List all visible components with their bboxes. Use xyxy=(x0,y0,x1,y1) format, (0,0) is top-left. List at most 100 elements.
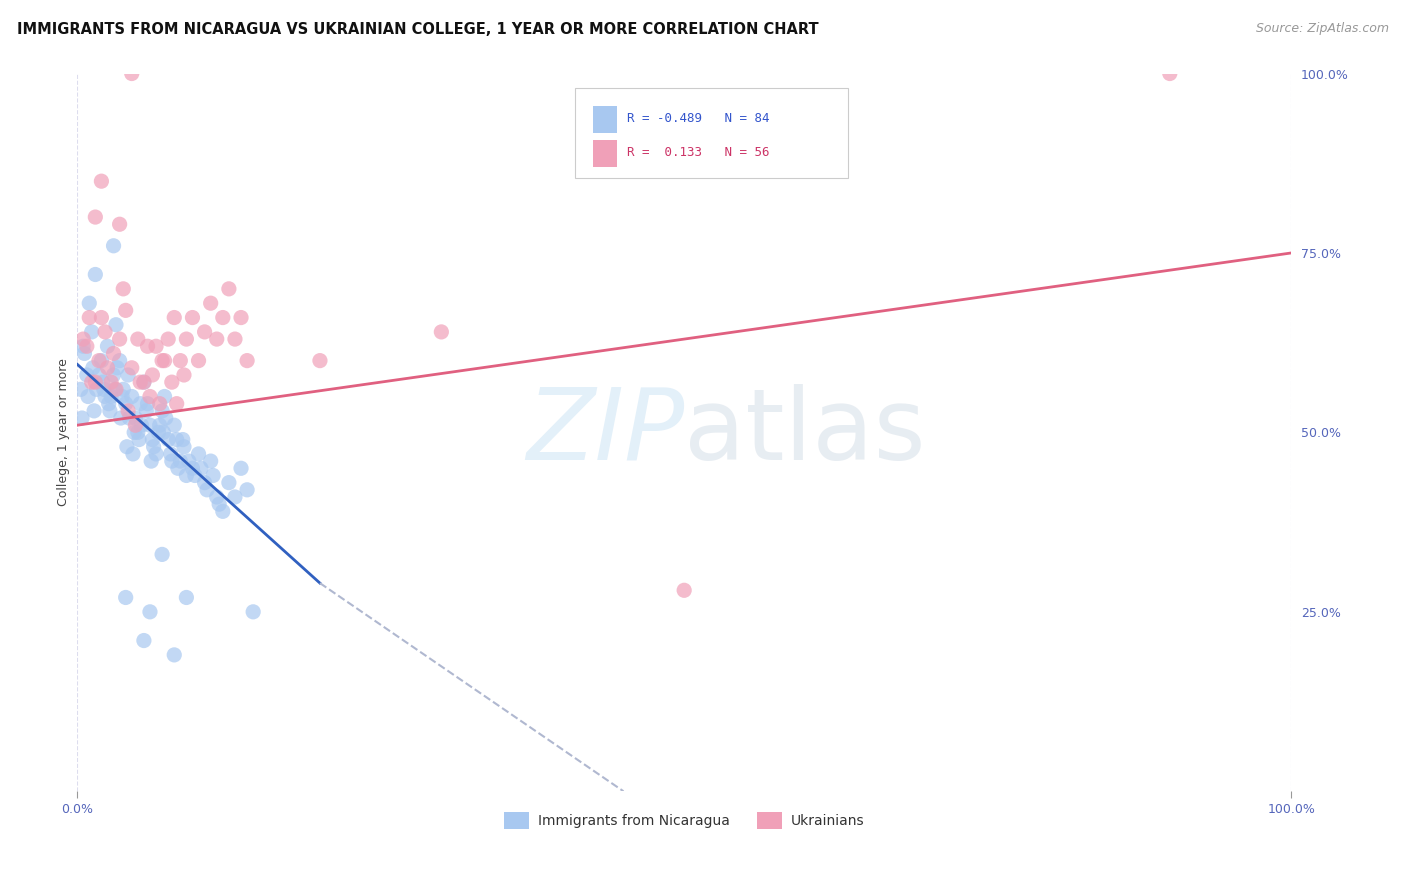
Point xyxy=(153,353,176,368)
Point xyxy=(77,296,100,310)
Point xyxy=(430,325,453,339)
Text: R =  0.133   N = 56: R = 0.133 N = 56 xyxy=(627,146,769,159)
Point xyxy=(224,490,246,504)
Point xyxy=(103,368,125,382)
Point xyxy=(202,468,225,483)
Point xyxy=(115,440,138,454)
Point xyxy=(172,433,194,447)
Point xyxy=(124,411,146,425)
Bar xyxy=(593,139,617,167)
Point xyxy=(72,339,94,353)
Point xyxy=(103,239,125,253)
Point xyxy=(96,339,118,353)
Point xyxy=(108,217,131,231)
Point xyxy=(159,447,181,461)
Point xyxy=(309,353,332,368)
Point xyxy=(236,483,259,497)
Point xyxy=(181,310,204,325)
Point xyxy=(80,325,103,339)
Point xyxy=(118,411,141,425)
Point xyxy=(131,418,153,433)
Point xyxy=(218,282,240,296)
Point xyxy=(153,390,176,404)
Point xyxy=(224,332,246,346)
Point xyxy=(673,583,696,598)
Bar xyxy=(593,106,617,133)
Point xyxy=(84,375,107,389)
Point xyxy=(166,433,188,447)
Point xyxy=(157,332,180,346)
Point xyxy=(90,310,112,325)
Point xyxy=(132,375,155,389)
Point xyxy=(187,353,209,368)
Point xyxy=(176,332,198,346)
Point xyxy=(90,353,112,368)
Point xyxy=(94,325,117,339)
Point xyxy=(136,339,159,353)
Point xyxy=(103,346,125,360)
Point xyxy=(139,605,162,619)
Text: Source: ZipAtlas.com: Source: ZipAtlas.com xyxy=(1256,22,1389,36)
Point xyxy=(128,433,150,447)
Point xyxy=(100,375,122,389)
Point xyxy=(1159,66,1181,80)
Point xyxy=(93,382,115,396)
Point xyxy=(150,353,173,368)
Point xyxy=(121,360,143,375)
Point xyxy=(148,425,170,440)
Point xyxy=(236,353,259,368)
Point xyxy=(110,411,132,425)
Point xyxy=(96,360,118,375)
Point xyxy=(205,490,228,504)
Point xyxy=(229,461,252,475)
Point xyxy=(242,605,264,619)
Point xyxy=(112,282,135,296)
Point xyxy=(91,375,114,389)
Point xyxy=(98,404,121,418)
Point xyxy=(73,346,96,360)
Point xyxy=(155,411,177,425)
Point xyxy=(173,368,195,382)
Point xyxy=(145,447,167,461)
Point xyxy=(97,397,120,411)
Point xyxy=(141,454,163,468)
Point xyxy=(195,483,218,497)
Point xyxy=(136,397,159,411)
Point xyxy=(160,454,183,468)
Point xyxy=(121,390,143,404)
Point xyxy=(218,475,240,490)
Point xyxy=(129,375,152,389)
Point xyxy=(187,447,209,461)
Point xyxy=(229,310,252,325)
Point xyxy=(90,174,112,188)
Text: atlas: atlas xyxy=(685,384,925,481)
Point xyxy=(94,390,117,404)
Point xyxy=(111,390,134,404)
Legend: Immigrants from Nicaragua, Ukrainians: Immigrants from Nicaragua, Ukrainians xyxy=(499,806,870,835)
Point xyxy=(200,296,222,310)
Point xyxy=(176,591,198,605)
Point xyxy=(211,504,233,518)
Point xyxy=(160,375,183,389)
Point xyxy=(112,382,135,396)
Point xyxy=(83,404,105,418)
Point xyxy=(194,325,217,339)
Point xyxy=(127,425,149,440)
Point xyxy=(141,433,163,447)
Point xyxy=(211,310,233,325)
Point xyxy=(122,447,145,461)
Point xyxy=(129,397,152,411)
Point xyxy=(145,339,167,353)
Point xyxy=(121,66,143,80)
Point xyxy=(163,648,186,662)
Point xyxy=(139,390,162,404)
Point xyxy=(152,425,174,440)
Point xyxy=(70,411,93,425)
Point xyxy=(205,332,228,346)
Point xyxy=(177,454,200,468)
Point xyxy=(87,368,110,382)
Text: IMMIGRANTS FROM NICARAGUA VS UKRAINIAN COLLEGE, 1 YEAR OR MORE CORRELATION CHART: IMMIGRANTS FROM NICARAGUA VS UKRAINIAN C… xyxy=(17,22,818,37)
Point xyxy=(167,461,190,475)
Point xyxy=(84,210,107,224)
Point xyxy=(77,310,100,325)
